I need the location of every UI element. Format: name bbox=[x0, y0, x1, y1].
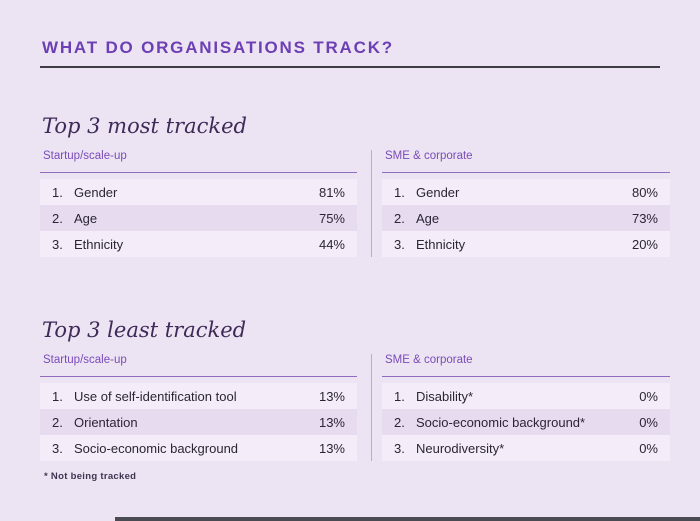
table-row: 1. Gender 80% bbox=[382, 179, 670, 205]
row-value: 75% bbox=[318, 210, 345, 226]
table-row: 3. Ethnicity 44% bbox=[40, 231, 357, 257]
columns-least-tracked: Startup/scale-up 1. Use of self-identifi… bbox=[40, 354, 672, 461]
section-most-tracked: Top 3 most tracked Startup/scale-up 1. G… bbox=[40, 112, 672, 257]
column-header-startup: Startup/scale-up bbox=[43, 354, 127, 366]
row-rank: 2. bbox=[394, 210, 405, 226]
column-sme-corporate: SME & corporate 1. Gender 80% 2. Age 73%… bbox=[382, 150, 670, 257]
column-header-sme: SME & corporate bbox=[385, 150, 473, 162]
row-label: Orientation bbox=[74, 414, 138, 430]
row-value: 80% bbox=[631, 184, 658, 200]
row-rank: 2. bbox=[394, 414, 405, 430]
row-value: 13% bbox=[318, 414, 345, 430]
table-row: 3. Ethnicity 20% bbox=[382, 231, 670, 257]
row-group: 1. Gender 81% 2. Age 75% 3. Ethnicity 44… bbox=[40, 179, 357, 257]
row-value: 13% bbox=[318, 388, 345, 404]
column-header-rule bbox=[40, 172, 357, 173]
row-label: Ethnicity bbox=[416, 236, 466, 252]
row-rank: 1. bbox=[52, 184, 63, 200]
row-label: Socio-economic background bbox=[74, 440, 239, 456]
row-rank: 1. bbox=[394, 184, 405, 200]
row-rank: 2. bbox=[52, 414, 63, 430]
column-divider bbox=[371, 354, 372, 461]
row-value: 0% bbox=[639, 440, 658, 456]
row-value: 73% bbox=[631, 210, 658, 226]
column-header-startup: Startup/scale-up bbox=[43, 150, 127, 162]
row-rank: 1. bbox=[52, 388, 63, 404]
row-value: 0% bbox=[639, 414, 658, 430]
section-heading-least-tracked: Top 3 least tracked bbox=[42, 318, 247, 342]
row-label: Age bbox=[74, 210, 98, 226]
section-heading-most-tracked: Top 3 most tracked bbox=[42, 114, 247, 138]
row-rank: 3. bbox=[394, 236, 405, 252]
row-label: Use of self-identification tool bbox=[74, 388, 237, 404]
row-label: Ethnicity bbox=[74, 236, 124, 252]
row-label: Disability* bbox=[416, 388, 474, 404]
table-row: 1. Use of self-identification tool 13% bbox=[40, 383, 357, 409]
column-divider bbox=[371, 150, 372, 257]
row-group: 1. Use of self-identification tool 13% 2… bbox=[40, 383, 357, 461]
table-row: 1. Disability* 0% bbox=[382, 383, 670, 409]
table-row: 3. Neurodiversity* 0% bbox=[382, 435, 670, 461]
column-header-sme: SME & corporate bbox=[385, 354, 473, 366]
column-header-rule bbox=[40, 376, 357, 377]
row-value: 0% bbox=[639, 388, 658, 404]
section-least-tracked: Top 3 least tracked Startup/scale-up 1. … bbox=[40, 316, 672, 461]
row-group: 1. Gender 80% 2. Age 73% 3. Ethnicity 20… bbox=[382, 179, 670, 257]
row-value: 44% bbox=[318, 236, 345, 252]
table-row: 1. Gender 81% bbox=[40, 179, 357, 205]
row-label: Age bbox=[416, 210, 440, 226]
row-value: 20% bbox=[631, 236, 658, 252]
row-rank: 1. bbox=[394, 388, 405, 404]
column-header-rule bbox=[382, 172, 670, 173]
page-title: WHAT DO ORGANISATIONS TRACK? bbox=[42, 38, 394, 57]
table-row: 2. Age 73% bbox=[382, 205, 670, 231]
column-sme-corporate: SME & corporate 1. Disability* 0% 2. Soc… bbox=[382, 354, 670, 461]
column-header-rule bbox=[382, 376, 670, 377]
table-row: 2. Orientation 13% bbox=[40, 409, 357, 435]
row-value: 13% bbox=[318, 440, 345, 456]
row-label: Neurodiversity* bbox=[416, 440, 505, 456]
column-startup-scaleup: Startup/scale-up 1. Use of self-identifi… bbox=[40, 354, 357, 461]
row-rank: 3. bbox=[52, 440, 63, 456]
table-row: 2. Age 75% bbox=[40, 205, 357, 231]
row-value: 81% bbox=[318, 184, 345, 200]
row-rank: 3. bbox=[394, 440, 405, 456]
column-startup-scaleup: Startup/scale-up 1. Gender 81% 2. Age 75… bbox=[40, 150, 357, 257]
row-group: 1. Disability* 0% 2. Socio-economic back… bbox=[382, 383, 670, 461]
table-row: 2. Socio-economic background* 0% bbox=[382, 409, 670, 435]
footnote: * Not being tracked bbox=[44, 471, 137, 482]
row-label: Socio-economic background* bbox=[416, 414, 586, 430]
bottom-edge-bar bbox=[115, 517, 700, 521]
row-label: Gender bbox=[74, 184, 118, 200]
title-underline bbox=[40, 66, 660, 68]
columns-most-tracked: Startup/scale-up 1. Gender 81% 2. Age 75… bbox=[40, 150, 672, 257]
table-row: 3. Socio-economic background 13% bbox=[40, 435, 357, 461]
row-rank: 2. bbox=[52, 210, 63, 226]
row-label: Gender bbox=[416, 184, 460, 200]
row-rank: 3. bbox=[52, 236, 63, 252]
